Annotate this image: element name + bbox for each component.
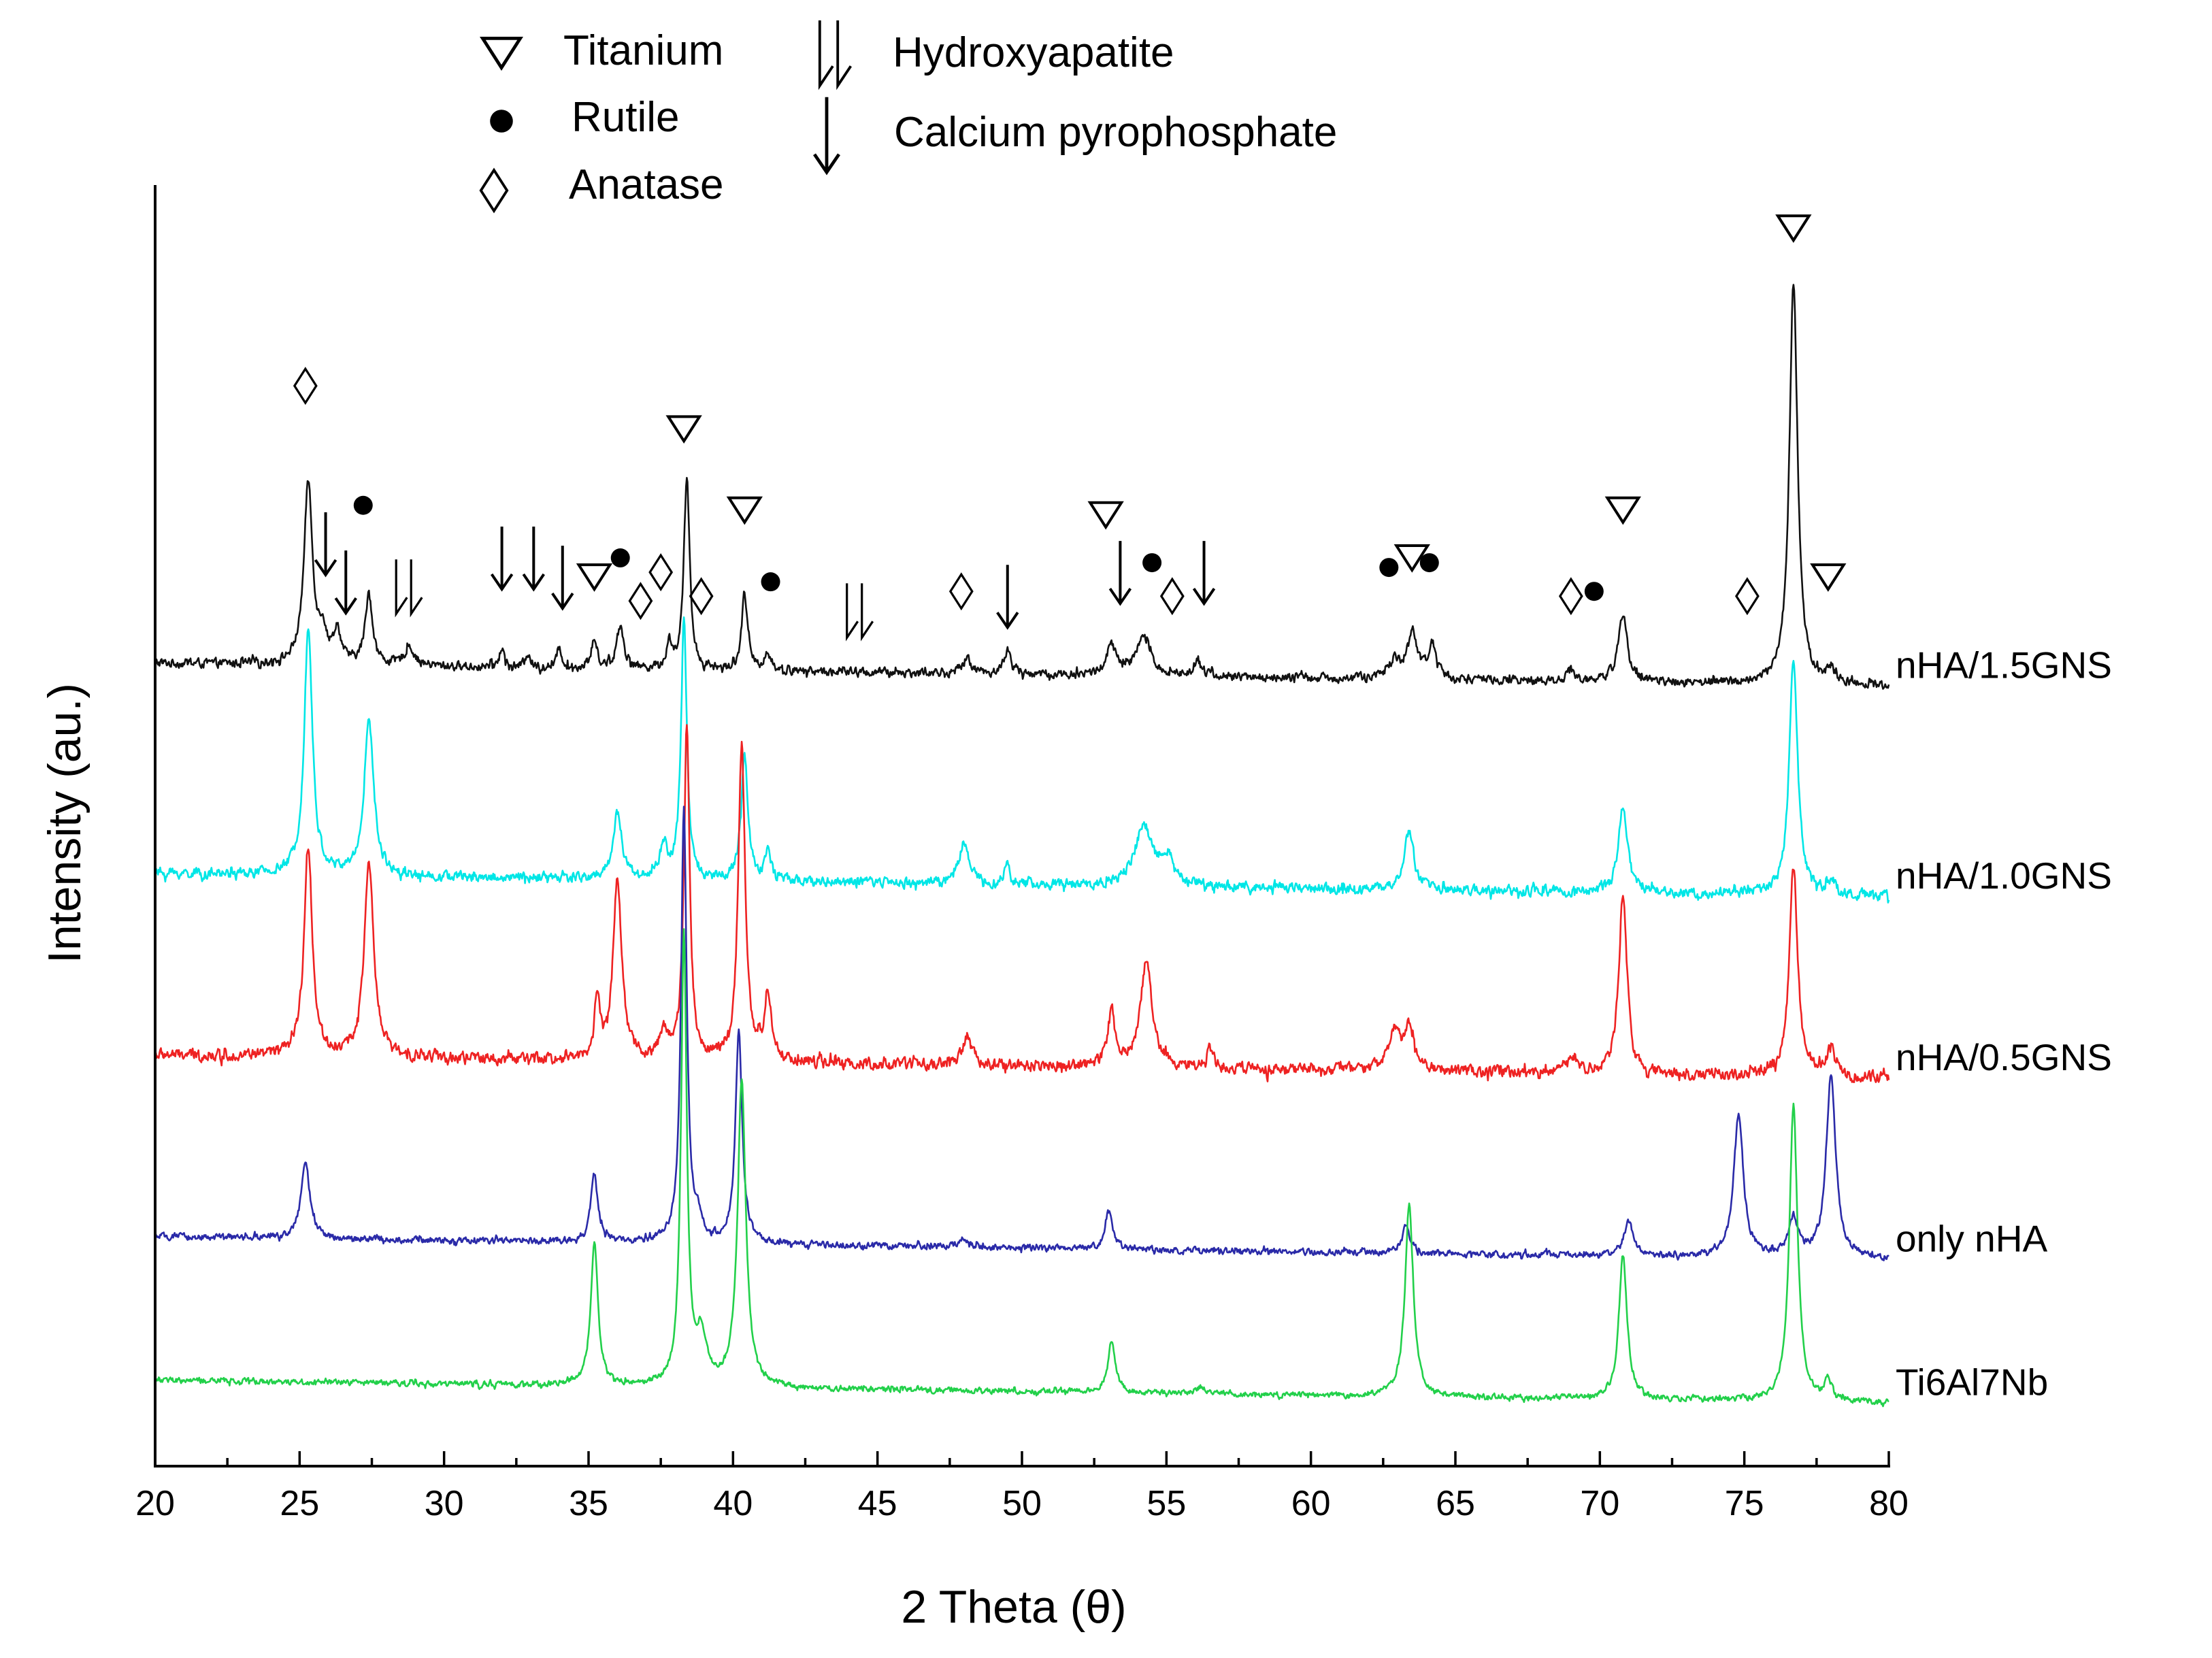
x-tick-label: 50 xyxy=(1002,1484,1042,1523)
x-tick-label: 80 xyxy=(1869,1484,1909,1523)
titanium-triangle-icon xyxy=(576,563,613,592)
pattern-traces xyxy=(154,284,1890,1408)
rutile-dot-icon xyxy=(1379,558,1399,578)
x-ticks: 20 25 30 35 40 45 50 55 60 65 70 75 80 xyxy=(135,1451,1909,1523)
legend-entry-calcium-pyrophosphate: Calcium pyrophosphate xyxy=(813,97,1337,176)
legend-label: Calcium pyrophosphate xyxy=(894,109,1337,156)
legend-entry-anatase: Anatase xyxy=(479,161,724,214)
titanium-triangle-icon xyxy=(1810,563,1847,592)
x-tick-label: 40 xyxy=(713,1484,753,1523)
rutile-dot-icon xyxy=(761,572,780,592)
titanium-triangle-icon xyxy=(1604,496,1641,525)
rutile-dot-icon xyxy=(1142,553,1162,573)
x-tick-label: 65 xyxy=(1436,1484,1475,1523)
anatase-diamond-icon xyxy=(293,367,318,405)
titanium-triangle-icon xyxy=(726,496,763,525)
calcium-pyrophosphate-arrow-icon xyxy=(490,527,514,592)
legend-label: Titanium xyxy=(563,27,723,74)
calcium-pyrophosphate-arrow-icon xyxy=(522,527,545,592)
calcium-pyrophosphate-arrow-icon xyxy=(334,550,357,616)
titanium-triangle-icon xyxy=(1775,214,1812,243)
series-label: only nHA xyxy=(1896,1218,2047,1260)
series-nha-1-0gns xyxy=(154,616,1890,903)
legend-entry-hydroxyapatite: Hydroxyapatite xyxy=(818,20,1174,90)
rutile-dot-icon xyxy=(610,548,630,568)
x-tick-label: 20 xyxy=(135,1484,175,1523)
calcium-pyrophosphate-arrow-icon xyxy=(1108,541,1132,606)
legend-label: Hydroxyapatite xyxy=(893,29,1174,76)
legend-entry-rutile: Rutile xyxy=(490,94,680,141)
peak-annotations xyxy=(293,214,1847,642)
legend-entry-titanium: Titanium xyxy=(480,27,723,74)
x-tick-label: 60 xyxy=(1291,1484,1331,1523)
titanium-triangle-icon xyxy=(665,415,702,444)
series-label: Ti6Al7Nb xyxy=(1896,1361,2048,1404)
x-tick-label: 55 xyxy=(1146,1484,1186,1523)
rutile-dot-icon xyxy=(1584,582,1604,601)
x-tick-label: 25 xyxy=(280,1484,319,1523)
x-tick-label: 35 xyxy=(569,1484,608,1523)
titanium-triangle-icon xyxy=(480,37,523,71)
calcium-pyrophosphate-arrow-icon xyxy=(551,546,574,611)
x-tick-label: 70 xyxy=(1580,1484,1619,1523)
calcium-pyrophosphate-arrow-icon xyxy=(1192,541,1216,606)
series-labels: nHA/1.5GNS nHA/1.0GNS nHA/0.5GNS only nHA Ti… xyxy=(1896,644,2112,1404)
anatase-diamond-icon xyxy=(628,582,653,620)
x-tick-label: 45 xyxy=(858,1484,897,1523)
series-label: nHA/1.5GNS xyxy=(1896,644,2112,686)
anatase-diamond-icon xyxy=(948,572,974,611)
calcium-pyrophosphate-arrow-icon xyxy=(314,512,337,578)
series-label: nHA/0.5GNS xyxy=(1896,1036,2112,1078)
rutile-dot-icon xyxy=(1419,553,1439,573)
rutile-dot-icon xyxy=(490,110,513,133)
calcium-pyrophosphate-arrow-icon xyxy=(813,97,840,176)
legend-label: Anatase xyxy=(569,161,724,208)
anatase-diamond-icon xyxy=(648,553,674,592)
anatase-diamond-icon xyxy=(1735,577,1760,616)
hydroxyapatite-double-arrow-icon xyxy=(395,559,423,618)
y-axis-title: Intensity (au.) xyxy=(39,683,90,963)
x-axis-title: 2 Theta (θ) xyxy=(901,1581,1126,1633)
legend-label: Rutile xyxy=(572,94,680,141)
anatase-diamond-icon xyxy=(479,167,509,214)
axes xyxy=(154,185,1890,1468)
x-tick-label: 75 xyxy=(1725,1484,1764,1523)
rutile-dot-icon xyxy=(353,495,373,515)
hydroxyapatite-double-arrow-icon xyxy=(818,20,852,90)
hydroxyapatite-double-arrow-icon xyxy=(846,583,874,642)
anatase-diamond-icon xyxy=(1159,577,1185,616)
anatase-diamond-icon xyxy=(1558,577,1583,616)
anatase-diamond-icon xyxy=(689,577,714,616)
series-label: nHA/1.0GNS xyxy=(1896,855,2112,897)
calcium-pyrophosphate-arrow-icon xyxy=(996,565,1019,630)
series-nha-1-5gns xyxy=(154,284,1890,690)
titanium-triangle-icon xyxy=(1087,501,1124,530)
titanium-triangle-icon xyxy=(1393,544,1430,573)
series-ti6al7nb xyxy=(154,928,1889,1408)
legend: Titanium Rutile Anatase Hydroxyapatite Calci… xyxy=(479,20,1337,214)
x-tick-label: 30 xyxy=(425,1484,464,1523)
series-nha-0-5gns xyxy=(154,724,1890,1083)
series-only-nha xyxy=(154,806,1889,1261)
